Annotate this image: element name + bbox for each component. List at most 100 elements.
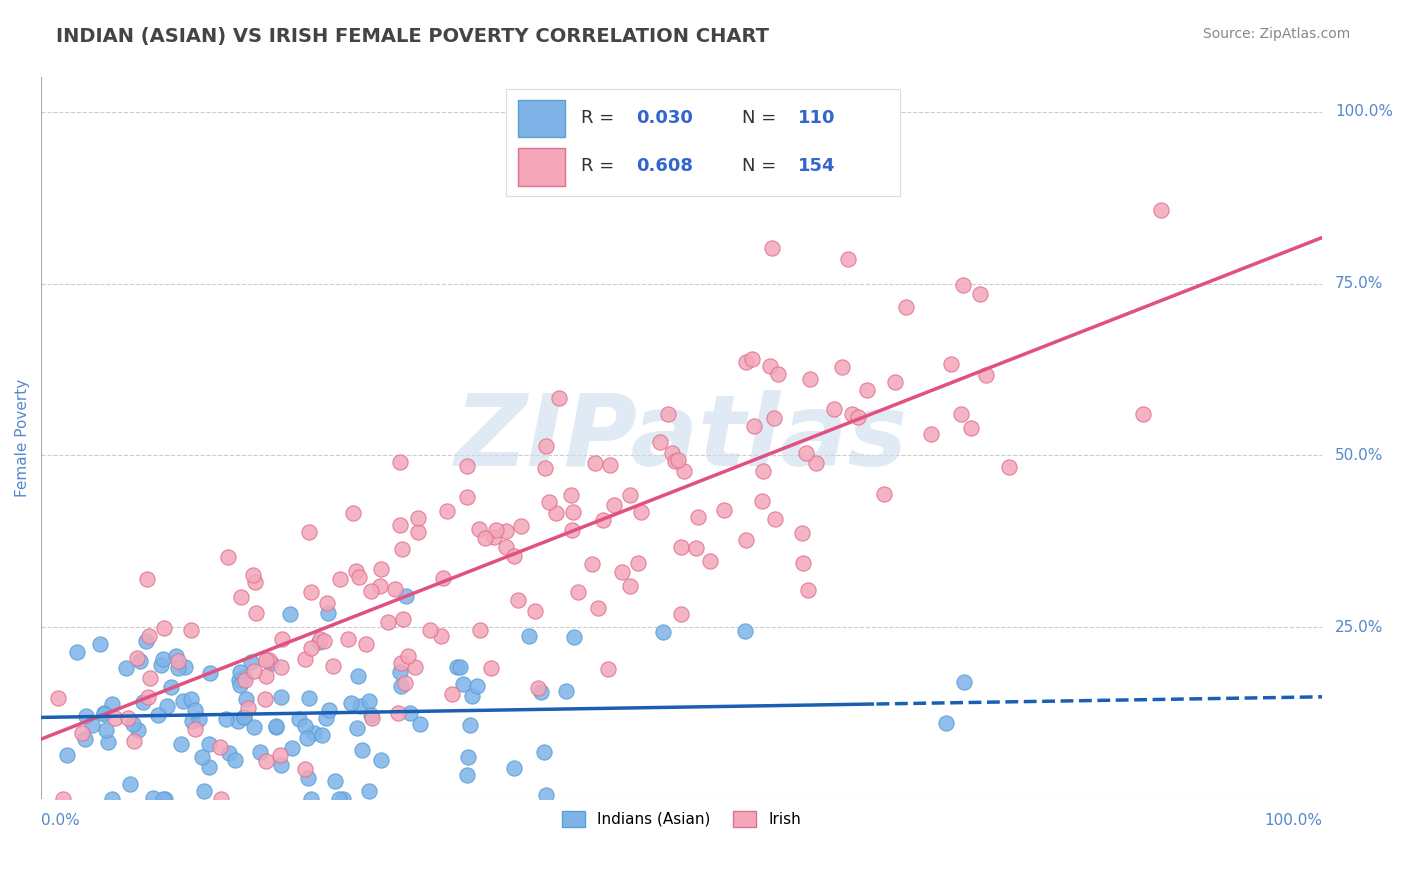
Point — [249, 745, 271, 759]
Point — [297, 731, 319, 746]
Point — [229, 665, 252, 680]
Point — [360, 710, 382, 724]
Point — [118, 777, 141, 791]
Point — [264, 720, 287, 734]
Point — [191, 750, 214, 764]
Point — [342, 506, 364, 520]
Point — [65, 645, 87, 659]
Point — [260, 657, 283, 671]
Point — [132, 695, 155, 709]
Point — [370, 753, 392, 767]
Text: INDIAN (ASIAN) VS IRISH FEMALE POVERTY CORRELATION CHART: INDIAN (ASIAN) VS IRISH FEMALE POVERTY C… — [56, 27, 769, 45]
Point — [298, 525, 321, 540]
Point — [243, 664, 266, 678]
Point — [688, 510, 710, 524]
Point — [468, 624, 491, 638]
Point — [432, 571, 454, 585]
Point — [46, 690, 69, 705]
Point — [257, 652, 280, 666]
Point — [544, 507, 567, 521]
Point — [619, 579, 641, 593]
Point — [959, 420, 981, 434]
Point — [495, 524, 517, 538]
Point — [328, 792, 350, 806]
Point — [952, 277, 974, 292]
Point — [1150, 202, 1173, 217]
Point — [586, 600, 609, 615]
Point — [349, 569, 371, 583]
Point — [392, 612, 415, 626]
Point — [254, 754, 277, 768]
Point — [73, 731, 96, 746]
Point — [153, 621, 176, 635]
Point — [209, 792, 232, 806]
Point — [398, 706, 420, 720]
Text: 154: 154 — [797, 157, 835, 175]
Point — [404, 660, 426, 674]
Point — [253, 691, 276, 706]
Point — [596, 662, 619, 676]
Point — [299, 792, 322, 806]
Point — [117, 711, 139, 725]
Point — [344, 564, 367, 578]
Point — [346, 721, 368, 735]
Point — [465, 679, 488, 693]
Point — [357, 694, 380, 708]
Point — [562, 505, 585, 519]
Point — [530, 685, 553, 699]
Point — [311, 728, 333, 742]
Point — [671, 607, 693, 622]
Point — [752, 464, 775, 478]
Point — [354, 637, 377, 651]
Point — [135, 572, 157, 586]
Point — [856, 383, 879, 397]
Point — [94, 723, 117, 738]
Point — [610, 566, 633, 580]
Point — [763, 512, 786, 526]
Point — [841, 408, 863, 422]
Point — [468, 522, 491, 536]
Text: 75.0%: 75.0% — [1334, 276, 1384, 291]
Point — [526, 681, 548, 695]
Point — [288, 712, 311, 726]
Point — [440, 688, 463, 702]
Point — [347, 668, 370, 682]
Point — [502, 761, 524, 775]
Point — [920, 427, 942, 442]
Point — [97, 735, 120, 749]
Point — [823, 401, 845, 416]
Point — [224, 753, 246, 767]
Point — [138, 690, 160, 704]
Point — [377, 615, 399, 630]
Point — [666, 453, 689, 467]
Point — [243, 574, 266, 589]
Point — [456, 458, 478, 473]
Point — [796, 583, 818, 598]
Point — [93, 706, 115, 720]
Y-axis label: Female Poverty: Female Poverty — [15, 379, 30, 497]
FancyBboxPatch shape — [517, 100, 565, 137]
Point — [80, 717, 103, 731]
Point — [122, 717, 145, 731]
Point — [561, 523, 583, 537]
Point — [129, 654, 152, 668]
Point — [238, 701, 260, 715]
Point — [599, 458, 621, 473]
Point — [173, 660, 195, 674]
Point — [297, 771, 319, 785]
Point — [672, 464, 695, 478]
Point — [759, 359, 782, 373]
Point — [485, 523, 508, 537]
Point — [734, 624, 756, 638]
Point — [281, 740, 304, 755]
Point — [389, 657, 412, 671]
Point — [751, 493, 773, 508]
Point — [406, 510, 429, 524]
Point — [394, 676, 416, 690]
Text: 0.0%: 0.0% — [41, 814, 80, 829]
Point — [384, 582, 406, 597]
Point — [349, 698, 371, 713]
Legend: Indians (Asian), Irish: Indians (Asian), Irish — [554, 803, 808, 835]
FancyBboxPatch shape — [517, 148, 565, 186]
Point — [243, 720, 266, 734]
